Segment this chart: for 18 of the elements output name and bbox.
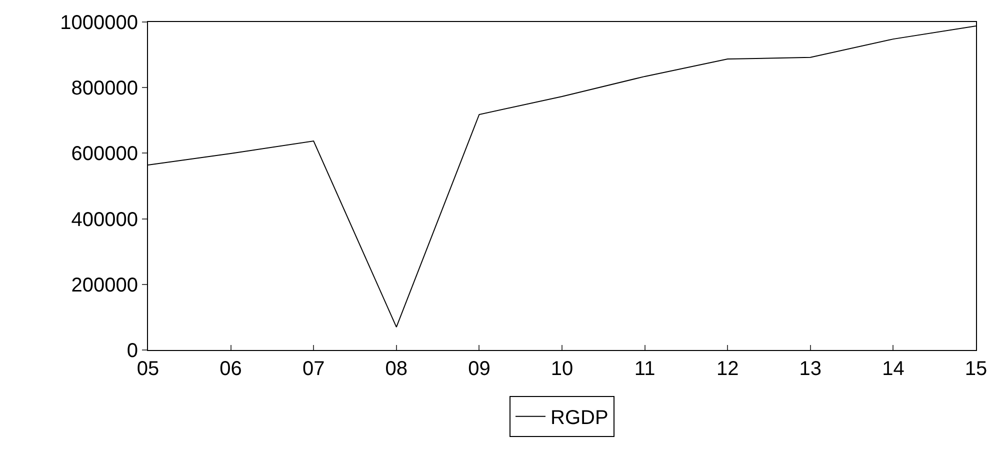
x-tick-label: 14 — [882, 358, 904, 380]
y-tick-label: 400000 — [71, 208, 138, 231]
x-tick-label: 11 — [634, 358, 656, 380]
y-tick-label: 600000 — [71, 143, 138, 166]
x-tick-label: 07 — [302, 358, 325, 380]
x-tick-label: 15 — [964, 358, 988, 380]
x-tick-label: 06 — [220, 358, 242, 380]
y-tick-label: 800000 — [71, 78, 138, 100]
y-tick-label: 0 — [126, 340, 138, 362]
x-tick-label: 09 — [468, 358, 490, 380]
x-tick-label: 05 — [136, 358, 160, 380]
x-tick-label: 13 — [799, 358, 822, 380]
x-tick-label: 12 — [716, 358, 739, 380]
x-tick-label: 08 — [385, 358, 408, 380]
y-tick-label: 200000 — [71, 274, 138, 296]
y-tick-label: 1000000 — [60, 12, 138, 34]
x-tick-label: 10 — [550, 358, 574, 380]
legend-label: RGDP — [550, 407, 608, 430]
